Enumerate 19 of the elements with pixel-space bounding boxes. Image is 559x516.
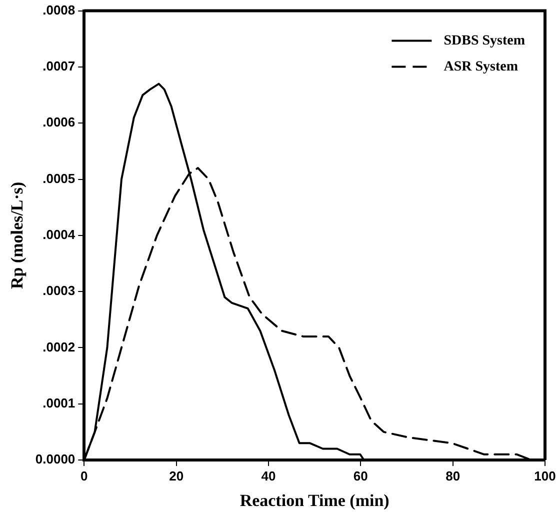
y-tick-label: .0003 [42, 283, 76, 298]
y-tick-label: .0007 [42, 58, 76, 74]
y-tick-label: 0.0000 [35, 452, 76, 467]
legend-label: ASR System [444, 59, 518, 74]
x-tick-label: 20 [169, 468, 184, 484]
x-tick-label: 60 [353, 468, 368, 484]
legend-label: SDBS System [444, 33, 526, 48]
y-tick-label: .0008 [42, 2, 76, 18]
y-axis-title: Rp (moles/L·s) [8, 182, 27, 289]
y-tick-label: .0002 [42, 339, 76, 354]
y-tick-label: .0006 [42, 114, 76, 130]
x-tick-label: 80 [446, 468, 460, 484]
y-tick-label: .0001 [42, 395, 76, 410]
x-axis-title: Reaction Time (min) [240, 491, 390, 510]
x-tick-label: 40 [261, 468, 276, 484]
y-tick-label: .0005 [42, 170, 76, 186]
x-tick-label: 0 [80, 468, 88, 484]
x-tick-label: 100 [534, 468, 556, 484]
y-tick-label: .0004 [42, 226, 76, 242]
